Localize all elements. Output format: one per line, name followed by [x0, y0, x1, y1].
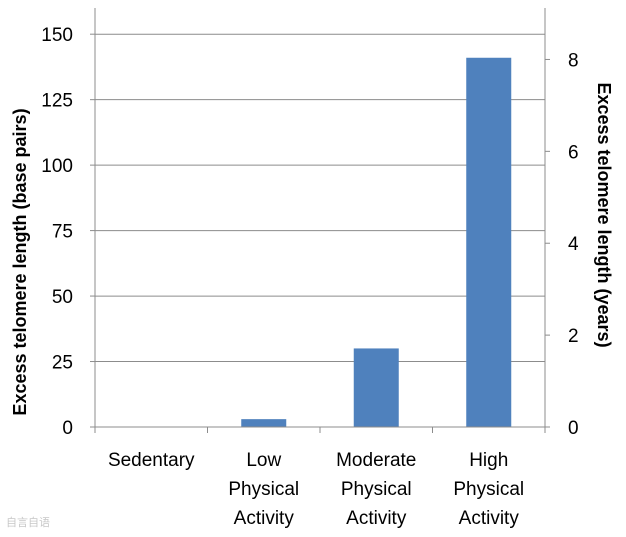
- y2-tick-label: 2: [568, 326, 579, 347]
- x-tick-label-line: Activity: [234, 508, 295, 529]
- y-tick-label: 0: [62, 418, 73, 439]
- x-tick-label-line: High: [469, 450, 508, 471]
- x-tick-label-line: Activity: [346, 508, 407, 529]
- x-tick-label-line: Physical: [453, 479, 524, 500]
- x-tick-label: Moderate Physical Activity: [336, 450, 416, 529]
- y-tick-label: 75: [52, 222, 73, 243]
- x-tick-label-line: Physical: [341, 479, 412, 500]
- right-y-tick-labels: 0 2 4 6 8: [568, 50, 579, 439]
- y-tick-label: 100: [41, 156, 73, 177]
- x-tick-labels: Sedentary Low Physical Activity Moderate Phys…: [108, 450, 524, 529]
- x-tick-label: High Physical Activity: [453, 450, 524, 529]
- y-tick-label: 50: [52, 287, 73, 308]
- y2-tick-label: 0: [568, 418, 579, 439]
- y-tick-label: 125: [41, 91, 73, 112]
- x-tick-label-line: Low: [246, 450, 281, 471]
- bar: [353, 348, 399, 427]
- left-y-tick-labels: 0 25 50 75 100 125 150: [41, 25, 73, 439]
- y2-tick-label: 4: [568, 234, 579, 255]
- y2-tick-label: 6: [568, 142, 579, 163]
- x-tick-label: Sedentary: [108, 450, 195, 471]
- axes: [90, 8, 550, 433]
- watermark: 自言自语: [6, 516, 50, 529]
- x-tick-label-line: Activity: [459, 508, 520, 529]
- bars: [241, 57, 512, 427]
- bar: [466, 57, 512, 427]
- bar: [241, 419, 287, 427]
- y-axis-title-left: Excess telomere length (base pairs): [10, 108, 30, 415]
- x-tick-label-line: Moderate: [336, 450, 416, 471]
- y-tick-label: 25: [52, 353, 73, 374]
- x-tick-label-line: Sedentary: [108, 450, 195, 471]
- y2-tick-label: 8: [568, 50, 579, 71]
- x-tick-label: Low Physical Activity: [228, 450, 299, 529]
- y-tick-label: 150: [41, 25, 73, 46]
- x-tick-label-line: Physical: [228, 479, 299, 500]
- y-axis-title-right: Excess telomere length (years): [594, 82, 614, 347]
